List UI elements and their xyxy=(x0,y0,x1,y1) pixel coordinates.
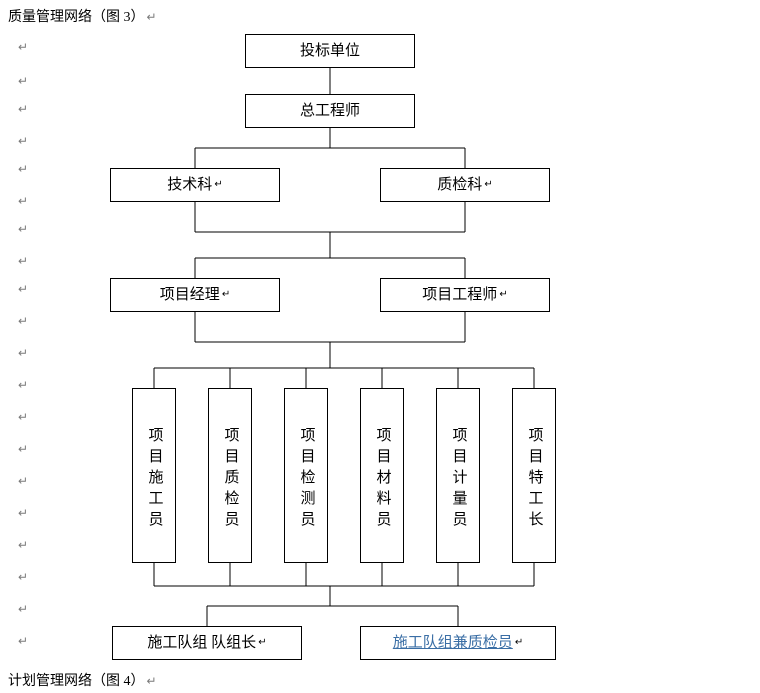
paragraph-marker: ↵ xyxy=(18,162,28,176)
paragraph-marker: ↵ xyxy=(18,506,28,520)
paragraph-marker: ↵ xyxy=(18,442,28,456)
node-sub-marker: ↵ xyxy=(499,288,507,302)
node-n12: 项目特工长 xyxy=(512,388,556,563)
caption-marker: ↵ xyxy=(147,10,157,24)
node-n14: 施工队组兼质检员↵ xyxy=(360,626,556,660)
paragraph-marker: ↵ xyxy=(18,222,28,236)
paragraph-marker: ↵ xyxy=(18,282,28,296)
paragraph-marker: ↵ xyxy=(18,346,28,360)
paragraph-marker: ↵ xyxy=(18,134,28,148)
node-label: 项目检测员 xyxy=(296,427,317,532)
node-sub-marker: ↵ xyxy=(515,636,523,650)
paragraph-marker: ↵ xyxy=(18,602,28,616)
node-n11: 项目计量员 xyxy=(436,388,480,563)
caption-top: 质量管理网络（图 3）↵ xyxy=(8,6,157,26)
node-n7: 项目施工员 xyxy=(132,388,176,563)
paragraph-marker: ↵ xyxy=(18,40,28,54)
paragraph-marker: ↵ xyxy=(18,474,28,488)
node-label: 技术科 xyxy=(167,175,212,196)
node-label: 施工队组兼质检员 xyxy=(393,633,513,654)
paragraph-marker: ↵ xyxy=(18,102,28,116)
node-n4: 质检科↵ xyxy=(380,168,550,202)
caption-bottom-text: 计划管理网络（图 4） xyxy=(8,674,145,689)
paragraph-marker: ↵ xyxy=(18,570,28,584)
caption-top-text: 质量管理网络（图 3） xyxy=(8,10,145,25)
paragraph-marker: ↵ xyxy=(18,194,28,208)
node-sub-marker: ↵ xyxy=(258,636,266,650)
node-sub-marker: ↵ xyxy=(484,178,492,192)
node-n9: 项目检测员 xyxy=(284,388,328,563)
caption-bottom: 计划管理网络（图 4）↵ xyxy=(8,670,157,690)
node-label: 项目经理 xyxy=(160,285,220,306)
node-n13: 施工队组 队组长↵ xyxy=(112,626,302,660)
node-n8: 项目质检员 xyxy=(208,388,252,563)
paragraph-marker: ↵ xyxy=(18,74,28,88)
node-label: 项目计量员 xyxy=(448,427,469,532)
node-label: 项目工程师 xyxy=(422,285,497,306)
page-root: 质量管理网络（图 3）↵ 计划管理网络（图 4）↵ ↵↵↵↵↵↵↵↵↵↵↵↵↵↵… xyxy=(0,0,760,693)
node-n3: 技术科↵ xyxy=(110,168,280,202)
node-label: 项目特工长 xyxy=(524,427,545,532)
node-label: 投标单位 xyxy=(300,41,360,62)
node-sub-marker: ↵ xyxy=(222,288,230,302)
node-n2: 总工程师 xyxy=(245,94,415,128)
paragraph-marker: ↵ xyxy=(18,254,28,268)
node-label: 项目材料员 xyxy=(372,427,393,532)
node-label: 质检科 xyxy=(437,175,482,196)
node-n10: 项目材料员 xyxy=(360,388,404,563)
paragraph-marker: ↵ xyxy=(18,314,28,328)
node-label: 项目施工员 xyxy=(144,427,165,532)
node-label: 施工队组 队组长 xyxy=(147,633,256,654)
paragraph-marker: ↵ xyxy=(18,634,28,648)
paragraph-marker: ↵ xyxy=(18,538,28,552)
node-label: 总工程师 xyxy=(300,101,360,122)
node-n6: 项目工程师↵ xyxy=(380,278,550,312)
node-label: 项目质检员 xyxy=(220,427,241,532)
paragraph-marker: ↵ xyxy=(18,378,28,392)
node-n1: 投标单位 xyxy=(245,34,415,68)
paragraph-marker: ↵ xyxy=(18,410,28,424)
node-n5: 项目经理↵ xyxy=(110,278,280,312)
node-sub-marker: ↵ xyxy=(214,178,222,192)
caption-marker: ↵ xyxy=(147,674,157,688)
